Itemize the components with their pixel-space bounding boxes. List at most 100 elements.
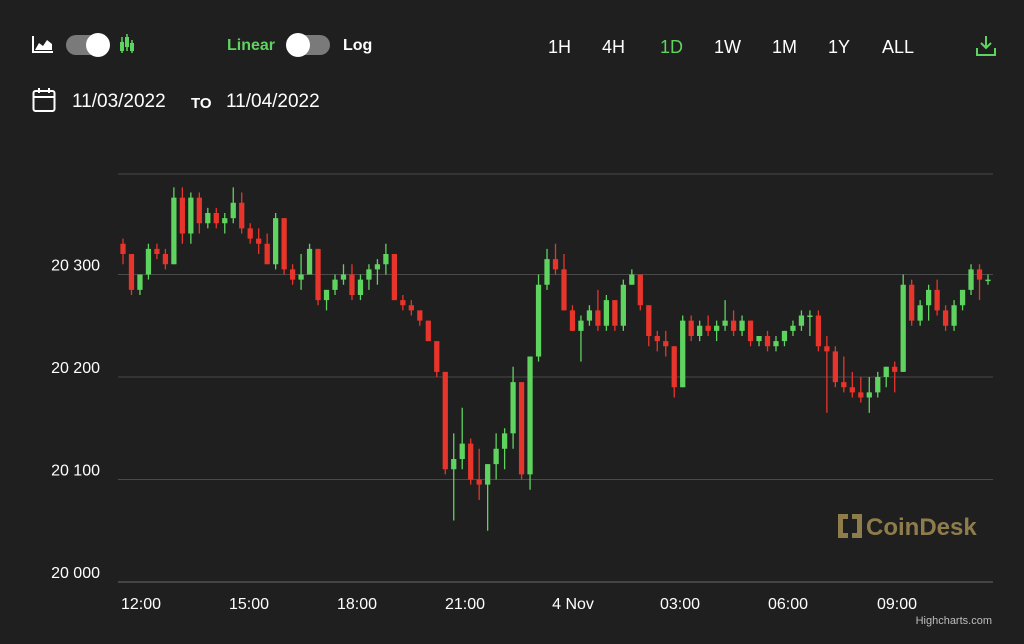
candle [883, 366, 889, 388]
candle-body [222, 218, 228, 224]
candle [518, 382, 525, 480]
candle-body [756, 336, 762, 342]
candle-body [205, 213, 211, 224]
candle-body [781, 330, 788, 342]
x-tick-label: 12:00 [121, 596, 161, 613]
candle [298, 254, 304, 290]
range-1y-button[interactable]: 1Y [828, 37, 851, 57]
candle [366, 264, 372, 290]
candle-body [968, 269, 974, 290]
candle-body [730, 320, 737, 331]
candle-body [875, 377, 881, 393]
candle [391, 254, 398, 301]
candle [646, 305, 652, 347]
candle-body [934, 289, 940, 311]
candle [400, 295, 406, 311]
candle [544, 248, 550, 290]
candle [849, 371, 855, 398]
scale-log-label[interactable]: Log [343, 37, 373, 54]
candle-body [569, 310, 576, 331]
candle [637, 274, 643, 311]
candle [561, 254, 567, 311]
candle-body [705, 325, 711, 331]
candle-body [722, 320, 728, 326]
candle [527, 356, 533, 490]
range-1w-button[interactable]: 1W [714, 37, 741, 57]
candle [196, 192, 202, 234]
range-4h-button[interactable]: 4H [602, 37, 626, 57]
candle-body [476, 479, 482, 485]
range-1m-button[interactable]: 1M [772, 37, 798, 57]
candle [926, 284, 932, 321]
candle-body [281, 218, 287, 270]
candle-body [959, 289, 966, 306]
candle-body [680, 320, 686, 388]
candle [866, 377, 872, 413]
range-1h-button[interactable]: 1H [548, 37, 572, 57]
candle-body [671, 346, 677, 388]
credits-link[interactable]: Highcharts.com [916, 615, 992, 627]
candle-body [841, 382, 847, 388]
y-tick-label: 20 200 [51, 360, 100, 377]
candle [781, 330, 788, 347]
candle [586, 305, 593, 326]
candle-body [145, 248, 152, 275]
range-1d-button[interactable]: 1D [660, 37, 684, 57]
candle [442, 371, 448, 475]
candle [680, 315, 686, 388]
candle-body [909, 284, 915, 321]
x-tick-label: 06:00 [768, 596, 808, 613]
candle [552, 243, 559, 275]
date-to[interactable]: 11/04/2022 [226, 91, 320, 112]
candle [569, 305, 576, 331]
candle [858, 377, 864, 403]
candle-body [171, 197, 177, 265]
candle-body [900, 284, 906, 372]
x-tick-label: 09:00 [877, 596, 917, 613]
x-tick-label: 4 Nov [552, 596, 594, 613]
candle-body [137, 274, 143, 290]
candle [815, 310, 822, 352]
watermark: CoinDesk [866, 514, 977, 541]
date-from[interactable]: 11/03/2022 [72, 91, 166, 112]
candle [535, 274, 542, 362]
chart-grid [118, 173, 993, 583]
candle [603, 295, 610, 331]
candle [976, 264, 983, 301]
candle-body [612, 300, 618, 326]
candlestick-chart-icon[interactable] [119, 34, 135, 54]
candle [730, 310, 737, 336]
candle-body [688, 320, 694, 336]
chart-type-toggle[interactable] [66, 33, 110, 57]
candle [340, 264, 347, 285]
candle [434, 341, 440, 377]
candle [451, 433, 457, 521]
y-axis: 20 000 20 100 20 200 20 300 [51, 258, 100, 583]
candle [306, 243, 313, 275]
candle-body [366, 269, 372, 280]
candle-body [289, 269, 296, 280]
candle [697, 320, 703, 342]
candle [900, 274, 906, 372]
candle-body [637, 274, 643, 306]
date-to-label: TO [191, 95, 212, 112]
area-chart-icon[interactable] [32, 35, 54, 53]
candle [790, 320, 796, 336]
candle-body [154, 248, 160, 254]
range-all-button[interactable]: ALL [882, 37, 915, 57]
candle-body [459, 443, 465, 459]
scale-linear-label[interactable]: Linear [227, 37, 276, 54]
candle [145, 243, 152, 280]
candle-body [247, 228, 253, 239]
candle [959, 289, 966, 311]
candle-body [391, 254, 398, 301]
calendar-icon[interactable] [32, 87, 56, 113]
download-icon[interactable] [975, 35, 997, 57]
scale-toggle[interactable] [286, 33, 330, 57]
candle [942, 305, 949, 331]
candle-body [663, 341, 669, 347]
candle [807, 310, 813, 336]
y-tick-label: 20 300 [51, 258, 100, 275]
candle [239, 192, 245, 234]
